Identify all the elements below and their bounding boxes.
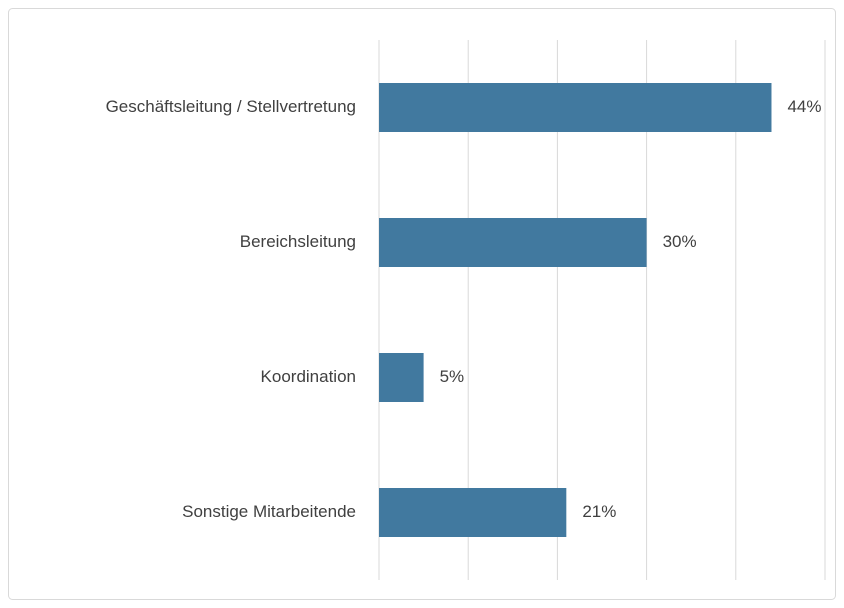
bar	[379, 83, 772, 132]
data-label: 44%	[787, 97, 821, 116]
data-label: 30%	[663, 232, 697, 251]
chart-frame	[8, 8, 836, 600]
y-tick-label: Bereichsleitung	[240, 232, 356, 251]
bar	[379, 353, 424, 402]
y-tick-label: Sonstige Mitarbeitende	[182, 502, 356, 521]
data-label: 21%	[582, 502, 616, 521]
bar	[379, 488, 567, 537]
bar	[379, 218, 647, 267]
y-tick-label: Geschäftsleitung / Stellvertretung	[106, 97, 356, 116]
data-label: 5%	[440, 367, 465, 386]
y-tick-label: Koordination	[261, 367, 356, 386]
